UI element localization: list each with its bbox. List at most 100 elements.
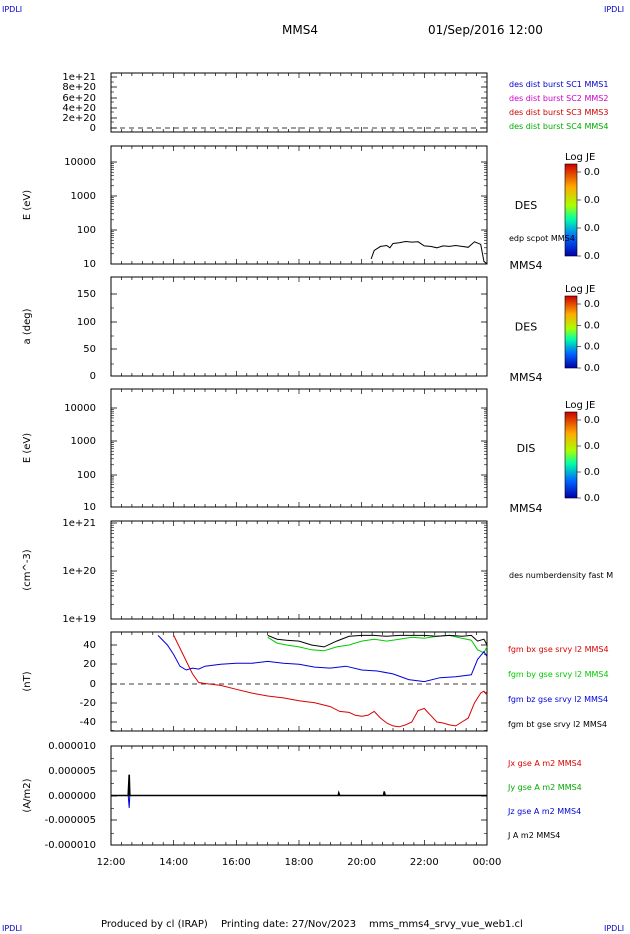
legend-entry: des dist burst SC2 MMS2: [509, 94, 608, 103]
current-legend-entry: Jx gse A m2 MMS4: [507, 759, 582, 768]
y-tick-label: 100: [77, 317, 96, 328]
fgm-legend-entry: fgm bz gse srvy l2 MMS4: [508, 695, 608, 704]
y-axis-label: E (eV): [22, 190, 33, 220]
series-label: edp scpot MMS4: [509, 234, 575, 243]
y-tick-label: 4e+20: [62, 103, 96, 114]
footer-filename: mms_mms4_srvy_vue_web1.cl: [369, 919, 523, 930]
colorbar-tick-label: 0.0: [584, 299, 600, 310]
y-tick-label: 1e+19: [62, 614, 96, 625]
y-tick-label: -0.000005: [45, 815, 96, 826]
y-tick-label: 0.000005: [48, 766, 96, 777]
legend-entry: des dist burst SC1 MMS1: [509, 80, 608, 89]
current-legend-entry: Jy gse A m2 MMS4: [507, 783, 582, 792]
y-tick-label: 40: [83, 640, 96, 651]
y-tick-label: 1000: [71, 436, 96, 447]
y-tick-label: 50: [83, 344, 96, 355]
legend-entry: des dist burst SC4 MMS4: [509, 122, 608, 131]
current-series-line: [111, 795, 487, 808]
current-legend-entry: J A m2 MMS4: [507, 831, 560, 840]
legend-entry: des dist burst SC3 MMS3: [509, 108, 608, 117]
x-tick-label: 20:00: [347, 857, 376, 868]
corner-label-bottom-left: IPDLI: [2, 924, 23, 933]
x-tick-label: 00:00: [473, 857, 502, 868]
fgm-series-line: [267, 634, 488, 654]
footer-produced-by: Produced by cl (IRAP): [101, 919, 208, 930]
colorbar-tick-label: 0.0: [584, 320, 600, 331]
y-tick-label: 8e+20: [62, 82, 96, 93]
colorbar-tick-label: 0.0: [584, 441, 600, 452]
side-label: DES: [515, 199, 537, 212]
footer-printing-date: Printing date: 27/Nov/2023: [221, 919, 357, 930]
y-tick-label: 10000: [64, 403, 96, 414]
colorbar: [564, 411, 578, 499]
fgm-legend-entry: fgm by gse srvy l2 MMS4: [508, 670, 609, 679]
side-sublabel: MMS4: [510, 502, 543, 515]
side-sublabel: MMS4: [510, 259, 543, 272]
series-label: des numberdensity fast M: [509, 571, 613, 580]
y-tick-label: -0.000010: [45, 840, 96, 851]
y-tick-label: 0: [90, 679, 96, 690]
colorbar-tick-label: 0.0: [584, 493, 600, 504]
side-label: DES: [515, 321, 537, 334]
y-tick-label: 20: [83, 659, 96, 670]
colorbar-tick-label: 0.0: [584, 467, 600, 478]
datetime-title: 01/Sep/2016 12:00: [428, 23, 543, 37]
x-tick-label: 12:00: [97, 857, 126, 868]
side-sublabel: MMS4: [510, 371, 543, 384]
y-tick-label: 0.000010: [48, 741, 96, 752]
y-tick-label: 6e+20: [62, 93, 96, 104]
fgm-series-line: [267, 634, 488, 648]
panel-frame-dis_energy: [110, 388, 488, 508]
y-tick-label: 1e+21: [62, 518, 96, 529]
fgm-series-line: [173, 635, 488, 728]
y-tick-label: 10: [83, 502, 96, 513]
y-axis-label: (A/m2): [22, 778, 33, 812]
corner-label-top-left: IPDLI: [2, 5, 23, 14]
y-tick-label: -20: [80, 698, 96, 709]
y-tick-label: -40: [80, 717, 96, 728]
colorbar-tick-label: 0.0: [584, 251, 600, 262]
current-series-line: [111, 774, 487, 797]
fgm-legend-entry: fgm bx gse srvy l2 MMS4: [508, 645, 609, 654]
current-legend-entry: Jz gse A m2 MMS4: [507, 807, 581, 816]
x-tick-label: 18:00: [285, 857, 314, 868]
x-tick-label: 16:00: [222, 857, 251, 868]
colorbar-tick-label: 0.0: [584, 415, 600, 426]
colorbar-tick-label: 0.0: [584, 167, 600, 178]
colorbar-tick-label: 0.0: [584, 342, 600, 353]
side-label: DIS: [517, 442, 536, 455]
colorbar-tick-label: 0.0: [584, 195, 600, 206]
y-tick-label: 0: [90, 371, 96, 382]
y-axis-label: (cm^-3): [22, 549, 33, 590]
colorbar: [564, 163, 578, 257]
y-tick-label: 10000: [64, 157, 96, 168]
x-tick-label: 22:00: [410, 857, 439, 868]
y-tick-label: 100: [77, 225, 96, 236]
y-tick-label: 10: [83, 259, 96, 270]
y-tick-label: 1e+20: [62, 566, 96, 577]
colorbar-title: Log JE: [565, 152, 595, 163]
fgm-legend-entry: fgm bt gse srvy l2 MMS4: [508, 720, 607, 729]
fgm-series-line: [157, 635, 488, 683]
colorbar-title: Log JE: [565, 400, 595, 411]
y-tick-label: 1000: [71, 191, 96, 202]
panel-frame-dist: [110, 72, 488, 133]
panel-frame-density: [110, 520, 488, 620]
y-tick-label: 0: [90, 123, 96, 134]
series-line-scpot: [370, 240, 488, 265]
corner-label-bottom-right: IPDLI: [604, 924, 625, 933]
colorbar: [564, 295, 578, 369]
y-tick-label: 0.000000: [48, 791, 96, 802]
y-axis-label: E (eV): [22, 433, 33, 463]
y-tick-label: 2e+20: [62, 113, 96, 124]
y-axis-label: (nT): [22, 671, 33, 691]
y-tick-label: 150: [77, 289, 96, 300]
x-tick-label: 14:00: [159, 857, 188, 868]
colorbar-tick-label: 0.0: [584, 363, 600, 374]
y-tick-label: 1e+21: [62, 72, 96, 83]
y-axis-label: a (deg): [22, 308, 33, 344]
colorbar-tick-label: 0.0: [584, 223, 600, 234]
y-tick-label: 100: [77, 470, 96, 481]
panel-frame-des_pitch: [110, 276, 488, 377]
